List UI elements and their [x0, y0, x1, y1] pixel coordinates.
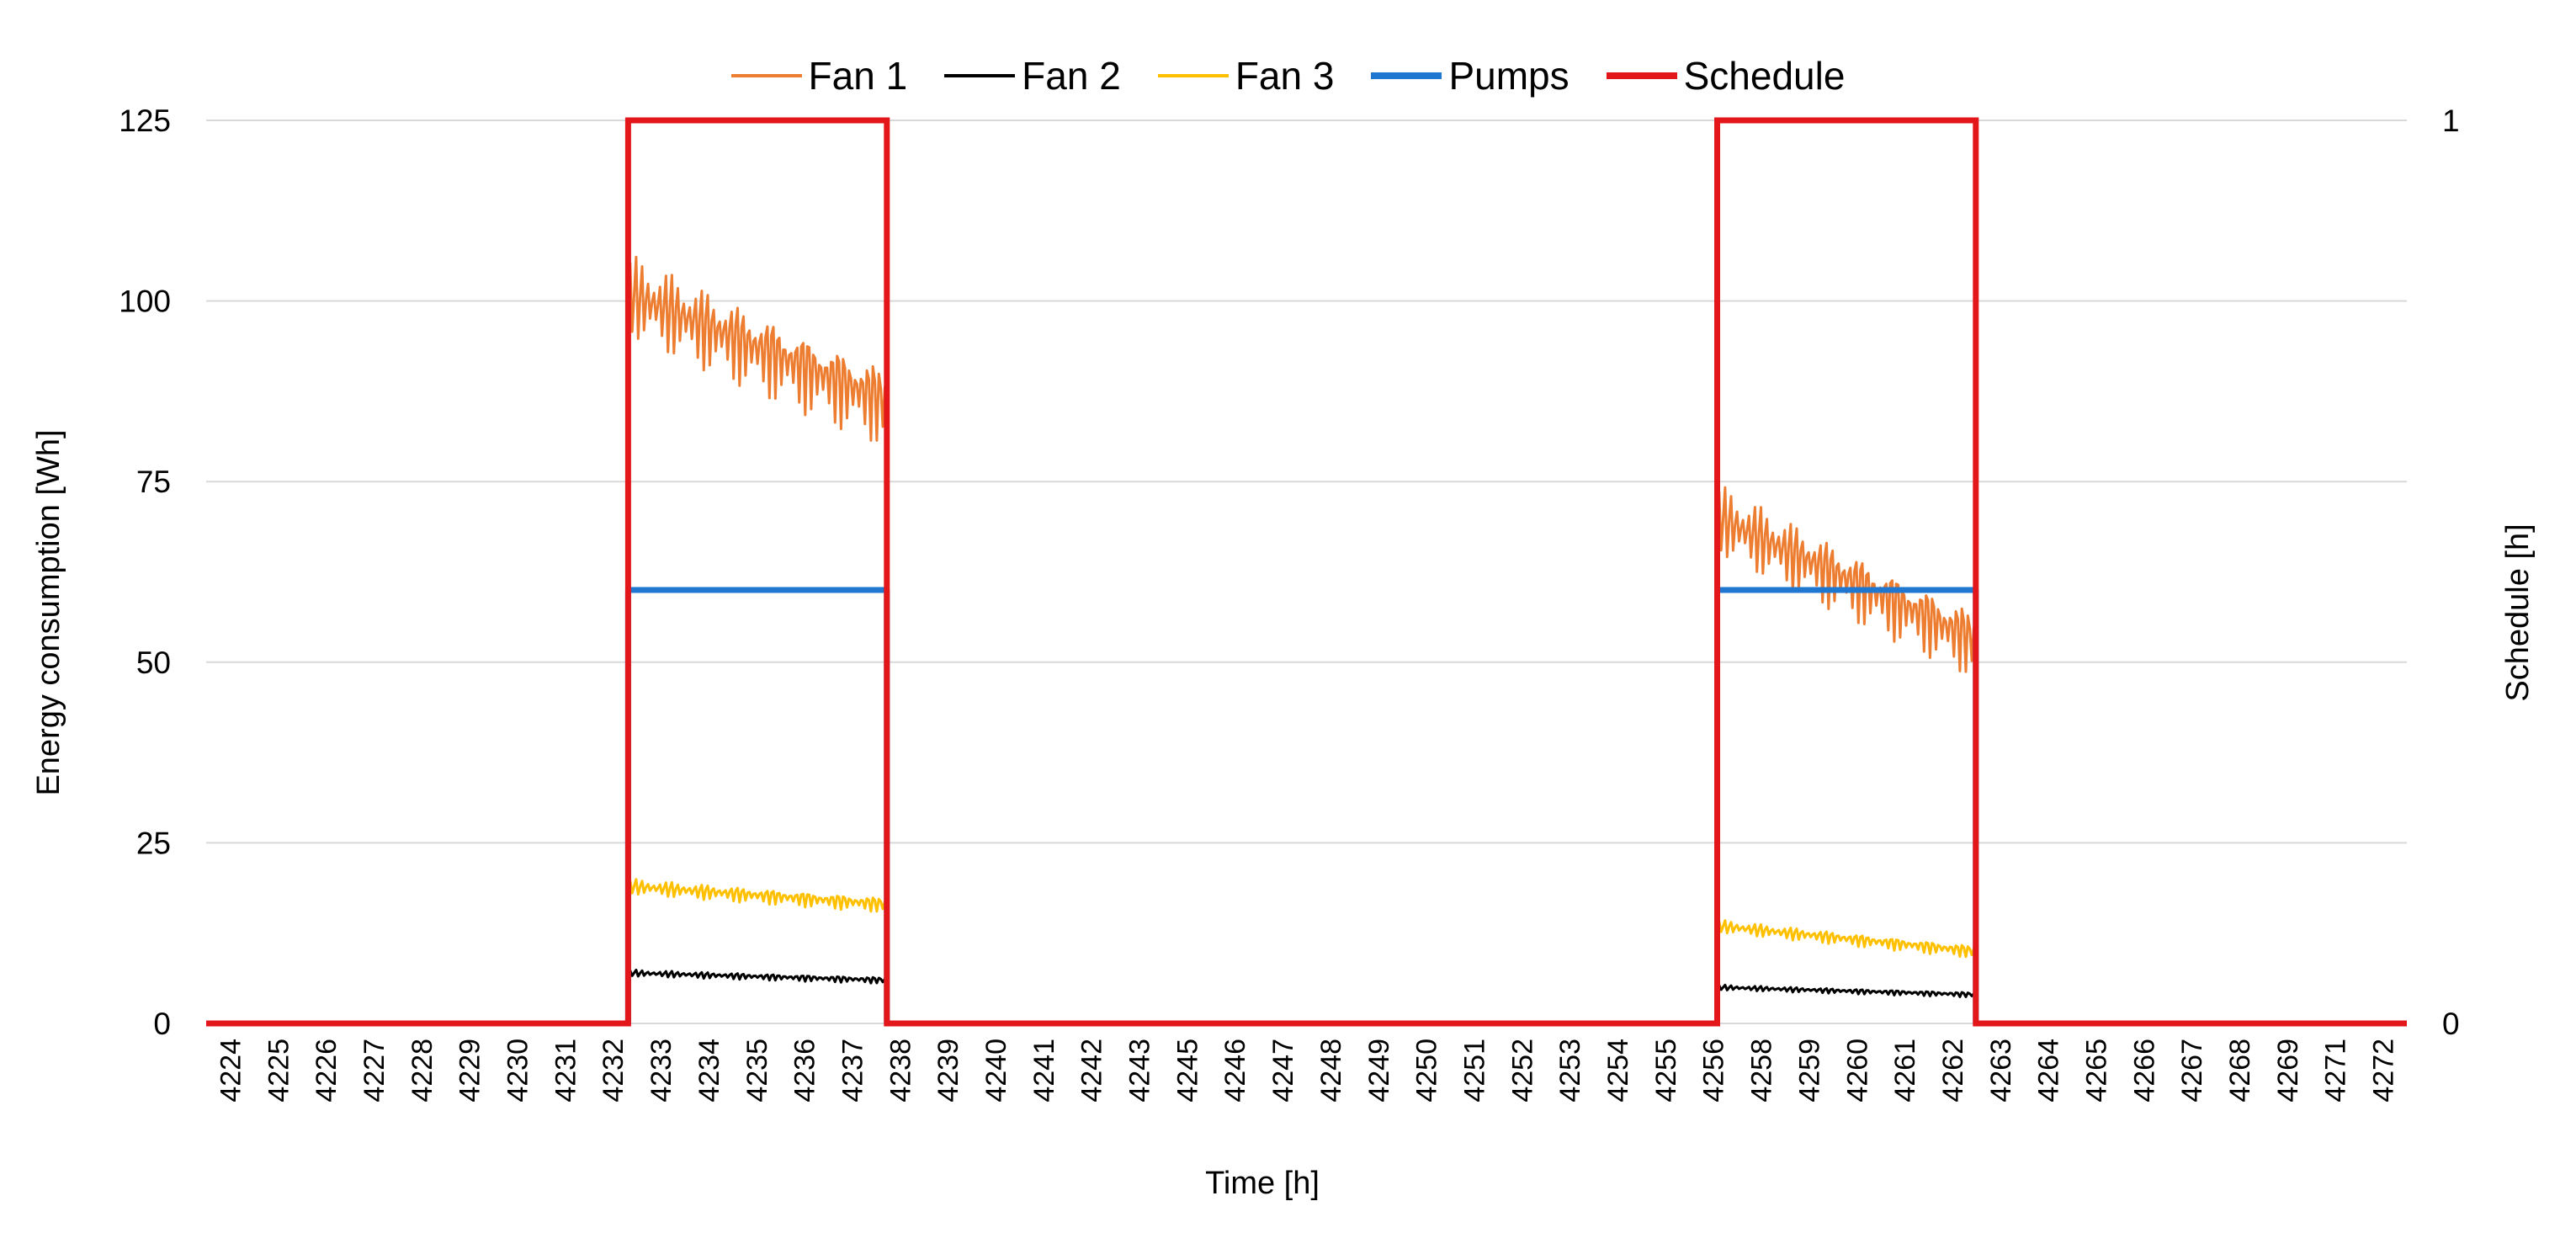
legend-item-pumps: Pumps	[1371, 53, 1570, 98]
legend-item-fan-2: Fan 2	[944, 53, 1121, 98]
x-tick-label: 4264	[2033, 1039, 2065, 1103]
x-tick-label: 4246	[1219, 1039, 1251, 1103]
x-tick-label: 4259	[1793, 1039, 1825, 1103]
x-tick-label: 4269	[2272, 1039, 2304, 1103]
x-tick-label: 4228	[406, 1039, 438, 1103]
x-tick-label: 4238	[884, 1039, 916, 1103]
x-tick-label: 4258	[1746, 1039, 1778, 1103]
legend-label-fan-1: Fan 1	[808, 54, 908, 98]
x-tick-label: 4234	[693, 1039, 725, 1103]
series-line-schedule	[206, 117, 2407, 1027]
legend-label-fan-2: Fan 2	[1022, 54, 1121, 98]
x-axis-ticks: 4224 4225 4226 4227 4228 4229 4230 4231 4232 4233…	[215, 1039, 2399, 1103]
x-tick-label: 4226	[311, 1039, 343, 1103]
series-line-fan-1	[206, 255, 2407, 1025]
y-axis-ticks: 0 25 50 75 100 125	[119, 104, 171, 1041]
y-tick-label: 75	[136, 465, 171, 499]
x-tick-label: 4266	[2128, 1039, 2160, 1103]
legend: Fan 1 Fan 2 Fan 3 Pumps Schedule	[0, 49, 2576, 103]
legend-swatch-schedule	[1606, 72, 1677, 79]
y2-axis-ticks: 01	[2442, 104, 2460, 1041]
x-tick-label: 4256	[1698, 1039, 1730, 1103]
x-axis-title: Time [h]	[1205, 1166, 1320, 1201]
x-tick-label: 4240	[980, 1039, 1012, 1103]
y-axis-title: Energy consumption [Wh]	[31, 429, 66, 795]
x-tick-label: 4229	[454, 1039, 486, 1103]
x-tick-label: 4230	[502, 1039, 534, 1103]
y2-tick-label: 0	[2442, 1007, 2460, 1041]
x-tick-label: 4248	[1315, 1039, 1347, 1103]
x-tick-label: 4262	[1937, 1039, 1969, 1103]
x-tick-label: 4253	[1554, 1039, 1586, 1103]
x-tick-label: 4260	[1841, 1039, 1873, 1103]
x-tick-label: 4251	[1458, 1039, 1490, 1103]
legend-label-fan-3: Fan 3	[1235, 54, 1335, 98]
x-tick-label: 4224	[215, 1039, 247, 1103]
y-tick-label: 0	[153, 1007, 171, 1041]
x-tick-label: 4239	[932, 1039, 964, 1103]
legend-item-fan-1: Fan 1	[730, 53, 908, 98]
x-tick-label: 4241	[1028, 1039, 1060, 1103]
x-tick-label: 4267	[2176, 1039, 2208, 1103]
x-tick-label: 4249	[1363, 1039, 1395, 1103]
x-tick-label: 4237	[837, 1039, 868, 1103]
series-line-pumps	[206, 587, 2407, 1027]
x-tick-label: 4225	[263, 1039, 295, 1103]
legend-swatch-pumps	[1371, 72, 1442, 79]
legend-item-fan-3: Fan 3	[1157, 53, 1335, 98]
x-tick-label: 4268	[2224, 1039, 2256, 1103]
x-tick-label: 4252	[1506, 1039, 1538, 1103]
x-tick-label: 4272	[2368, 1039, 2400, 1103]
x-tick-label: 4232	[598, 1039, 629, 1103]
x-tick-label: 4265	[2080, 1039, 2112, 1103]
legend-swatch-fan-2	[944, 74, 1016, 77]
legend-swatch-fan-1	[730, 74, 802, 77]
y2-tick-label: 1	[2442, 104, 2460, 138]
x-tick-label: 4271	[2320, 1039, 2352, 1103]
x-tick-label: 4227	[359, 1039, 390, 1103]
legend-item-schedule: Schedule	[1606, 53, 1846, 98]
y-tick-label: 25	[136, 826, 171, 860]
x-tick-label: 4245	[1171, 1039, 1203, 1103]
y-tick-label: 100	[119, 284, 171, 319]
series-line-fan-3	[206, 878, 2407, 1025]
y-tick-label: 50	[136, 646, 171, 680]
x-tick-label: 4261	[1889, 1039, 1921, 1103]
x-tick-label: 4254	[1602, 1039, 1634, 1103]
series-line-fan-2	[206, 969, 2407, 1025]
x-tick-label: 4235	[741, 1039, 773, 1103]
x-tick-label: 4243	[1124, 1039, 1156, 1103]
x-tick-label: 4233	[645, 1039, 677, 1103]
x-tick-label: 4247	[1267, 1039, 1299, 1103]
legend-label-schedule: Schedule	[1683, 54, 1846, 98]
legend-swatch-fan-3	[1157, 74, 1229, 77]
gridlines	[206, 120, 2407, 1024]
x-tick-label: 4263	[1985, 1039, 2017, 1103]
x-tick-label: 4236	[789, 1039, 821, 1103]
series-lines	[206, 117, 2407, 1027]
x-tick-label: 4255	[1650, 1039, 1682, 1103]
x-tick-label: 4242	[1076, 1039, 1108, 1103]
y-tick-label: 125	[119, 104, 171, 138]
y2-axis-title: Schedule [h]	[2500, 523, 2536, 701]
x-tick-label: 4231	[550, 1039, 582, 1103]
legend-label-pumps: Pumps	[1448, 54, 1570, 98]
x-tick-label: 4250	[1411, 1039, 1443, 1103]
